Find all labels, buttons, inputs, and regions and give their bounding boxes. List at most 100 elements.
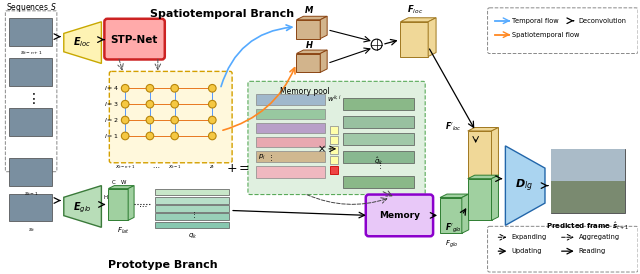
Circle shape (146, 84, 154, 92)
Text: Deconvolution: Deconvolution (579, 18, 627, 24)
Text: $\boldsymbol{F}'_{glo}$: $\boldsymbol{F}'_{glo}$ (445, 222, 462, 235)
Bar (551, 149, 625, 181)
Circle shape (209, 84, 216, 92)
Bar (343, 116, 414, 127)
Text: $\times$: $\times$ (317, 144, 326, 154)
Text: STP-Net: STP-Net (110, 35, 158, 45)
Text: $s_t$: $s_t$ (28, 226, 35, 234)
Polygon shape (320, 50, 327, 72)
FancyBboxPatch shape (488, 226, 638, 272)
Text: $\boldsymbol{H}$: $\boldsymbol{H}$ (305, 39, 314, 50)
FancyBboxPatch shape (248, 81, 425, 195)
Text: $z_t$: $z_t$ (209, 163, 216, 171)
Bar (155, 222, 229, 228)
Text: $\boldsymbol{F}'_{loc}$: $\boldsymbol{F}'_{loc}$ (445, 121, 462, 133)
Text: $q_k$: $q_k$ (188, 232, 197, 241)
Polygon shape (462, 194, 468, 233)
Text: C: C (111, 180, 115, 185)
Bar (10, 18, 52, 45)
Bar (155, 205, 229, 212)
Text: Reading: Reading (579, 248, 606, 254)
Text: $\cdots$: $\cdots$ (138, 200, 148, 209)
Text: $l=1$: $l=1$ (104, 132, 119, 140)
Circle shape (171, 116, 179, 124)
Text: $\boldsymbol{M}$: $\boldsymbol{M}$ (304, 4, 314, 15)
Polygon shape (428, 18, 436, 56)
Text: $l=3$: $l=3$ (104, 100, 119, 108)
Bar (256, 123, 325, 133)
Circle shape (146, 100, 154, 108)
Bar (343, 98, 414, 110)
Bar (330, 166, 338, 174)
Text: $x_{t-1}$: $x_{t-1}$ (168, 163, 182, 171)
Circle shape (171, 100, 179, 108)
Bar (343, 151, 414, 163)
Polygon shape (401, 18, 436, 22)
Polygon shape (320, 16, 327, 39)
Circle shape (209, 100, 216, 108)
Text: Spatiotemporal flow: Spatiotemporal flow (512, 32, 580, 38)
Text: $\vdots$: $\vdots$ (26, 91, 36, 106)
Text: $\boldsymbol{E}_{glo}$: $\boldsymbol{E}_{glo}$ (73, 200, 92, 215)
Text: Aggregating: Aggregating (579, 234, 620, 240)
Polygon shape (128, 185, 134, 220)
Bar (330, 126, 338, 134)
Text: $\vdots$: $\vdots$ (267, 153, 273, 162)
Bar (401, 22, 428, 56)
Circle shape (371, 39, 382, 50)
Bar (343, 133, 414, 145)
Bar (296, 20, 320, 39)
Polygon shape (506, 146, 545, 225)
FancyBboxPatch shape (104, 19, 164, 59)
Polygon shape (468, 127, 499, 131)
Text: Memory: Memory (379, 211, 420, 220)
Polygon shape (492, 127, 499, 179)
Text: Expanding: Expanding (511, 234, 547, 240)
Text: $+=$: $+=$ (226, 162, 250, 175)
Polygon shape (440, 194, 468, 198)
Text: $F_{lat}$: $F_{lat}$ (117, 225, 129, 236)
Text: $w^{k,i}$: $w^{k,i}$ (327, 93, 342, 105)
Bar (330, 146, 338, 154)
Circle shape (122, 84, 129, 92)
Bar (155, 189, 229, 195)
Bar (10, 193, 52, 221)
Text: $l=2$: $l=2$ (104, 116, 119, 124)
Text: Prototype Branch: Prototype Branch (108, 260, 218, 270)
Text: $\vdots$: $\vdots$ (376, 161, 381, 171)
Text: $\boldsymbol{E}_{loc}$: $\boldsymbol{E}_{loc}$ (74, 36, 92, 50)
FancyBboxPatch shape (366, 195, 433, 236)
Bar (330, 156, 338, 164)
Circle shape (171, 132, 179, 140)
Text: Predicted frame $\hat{\boldsymbol{s}}_{t+1}$: Predicted frame $\hat{\boldsymbol{s}}_{t… (546, 220, 629, 232)
Bar (256, 109, 325, 119)
Polygon shape (64, 22, 101, 64)
Text: $x_{t-n+1}$: $x_{t-n+1}$ (115, 163, 136, 171)
Polygon shape (296, 50, 327, 53)
Bar (343, 176, 414, 188)
Circle shape (122, 116, 129, 124)
Bar (330, 136, 338, 144)
Bar (108, 189, 128, 220)
Bar (468, 131, 492, 179)
Text: $s_{t-n+1}$: $s_{t-n+1}$ (20, 50, 42, 58)
Circle shape (209, 116, 216, 124)
Bar (256, 137, 325, 147)
Polygon shape (64, 185, 101, 227)
Bar (551, 149, 625, 213)
Circle shape (209, 132, 216, 140)
Bar (256, 94, 325, 105)
Text: W: W (121, 180, 127, 185)
Circle shape (146, 132, 154, 140)
Bar (155, 197, 229, 204)
Polygon shape (492, 175, 499, 220)
Bar (296, 53, 320, 72)
Bar (256, 152, 325, 162)
Polygon shape (468, 175, 499, 179)
Text: $s_{t-1}$: $s_{t-1}$ (24, 191, 38, 198)
Bar (10, 158, 52, 185)
Circle shape (122, 100, 129, 108)
FancyBboxPatch shape (488, 8, 638, 53)
Bar (440, 198, 462, 233)
Text: $\hat{q}_k$: $\hat{q}_k$ (374, 156, 383, 167)
